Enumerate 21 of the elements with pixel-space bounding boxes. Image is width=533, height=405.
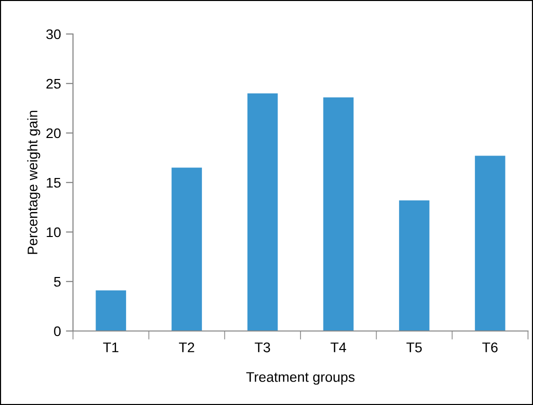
bar bbox=[247, 93, 278, 331]
y-tick-label: 5 bbox=[54, 276, 61, 287]
y-tick-label: 10 bbox=[46, 227, 61, 238]
x-axis-title: Treatment groups bbox=[246, 372, 355, 385]
bar bbox=[172, 168, 202, 331]
y-tick-label: 30 bbox=[46, 29, 61, 40]
x-tick-label: T3 bbox=[254, 342, 270, 352]
x-tick-label: T2 bbox=[178, 342, 194, 352]
bar bbox=[323, 97, 354, 331]
x-tick-label: T4 bbox=[330, 342, 346, 352]
x-tick-label: T5 bbox=[406, 342, 422, 352]
bar bbox=[474, 156, 506, 331]
y-axis-title: Percentage weight gain bbox=[27, 110, 40, 254]
x-tick-label: T6 bbox=[482, 342, 498, 352]
y-tick-label: 25 bbox=[46, 78, 61, 89]
y-tick-label: 15 bbox=[46, 178, 61, 188]
bar bbox=[96, 290, 126, 331]
y-tick-label: 0 bbox=[54, 326, 61, 336]
y-tick-label: 20 bbox=[46, 128, 61, 138]
bar bbox=[399, 200, 430, 331]
x-tick-label: T1 bbox=[103, 342, 118, 352]
